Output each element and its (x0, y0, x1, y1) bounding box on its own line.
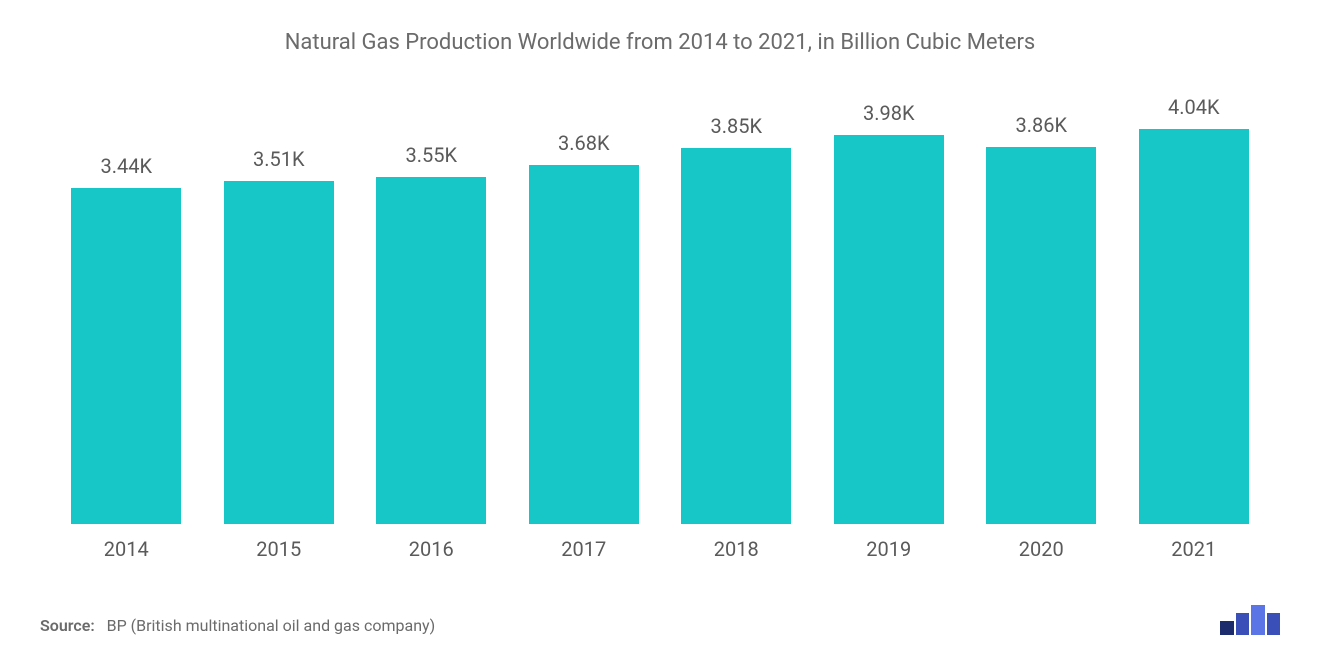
chart-container: Natural Gas Production Worldwide from 20… (0, 0, 1320, 665)
bar-group: 3.55K (355, 95, 508, 524)
source-label: Source: (40, 616, 95, 635)
bar (71, 188, 181, 524)
bar (681, 148, 791, 524)
bar-group: 3.68K (508, 95, 661, 524)
x-axis-label: 2014 (50, 537, 203, 561)
x-axis-label: 2016 (355, 537, 508, 561)
logo-bar (1220, 621, 1234, 635)
logo-bar (1267, 613, 1281, 635)
x-axis-label: 2018 (660, 537, 813, 561)
bar-value-label: 3.86K (1015, 113, 1067, 137)
x-axis-label: 2015 (203, 537, 356, 561)
source-text: BP (British multinational oil and gas co… (107, 616, 436, 635)
plot-area: 3.44K 3.51K 3.55K 3.68K 3.85K 3.98K 3.86… (40, 75, 1280, 525)
bar-value-label: 3.51K (253, 147, 305, 171)
bar-group: 3.44K (50, 95, 203, 524)
x-axis-label: 2021 (1118, 537, 1271, 561)
bar (529, 165, 639, 524)
bar-value-label: 3.68K (558, 131, 610, 155)
bar-group: 3.86K (965, 95, 1118, 524)
x-axis-label: 2017 (508, 537, 661, 561)
bar-group: 3.85K (660, 95, 813, 524)
chart-title: Natural Gas Production Worldwide from 20… (40, 30, 1280, 55)
bar-group: 4.04K (1118, 95, 1271, 524)
bar (376, 177, 486, 524)
bar (1139, 129, 1249, 524)
source-line: Source: BP (British multinational oil an… (40, 616, 435, 635)
x-axis: 2014 2015 2016 2017 2018 2019 2020 2021 (40, 525, 1280, 561)
bar-value-label: 4.04K (1168, 95, 1220, 119)
bar (986, 147, 1096, 524)
logo-bar (1251, 605, 1265, 635)
x-axis-label: 2019 (813, 537, 966, 561)
logo-bar (1236, 613, 1250, 635)
bar-value-label: 3.44K (100, 154, 152, 178)
brand-logo-icon (1220, 601, 1280, 635)
bar-value-label: 3.55K (405, 143, 457, 167)
bar-group: 3.51K (203, 95, 356, 524)
chart-footer: Source: BP (British multinational oil an… (40, 561, 1280, 635)
bar-value-label: 3.98K (863, 101, 915, 125)
bar-value-label: 3.85K (710, 114, 762, 138)
bar (224, 181, 334, 524)
bar (834, 135, 944, 524)
x-axis-label: 2020 (965, 537, 1118, 561)
bar-group: 3.98K (813, 95, 966, 524)
